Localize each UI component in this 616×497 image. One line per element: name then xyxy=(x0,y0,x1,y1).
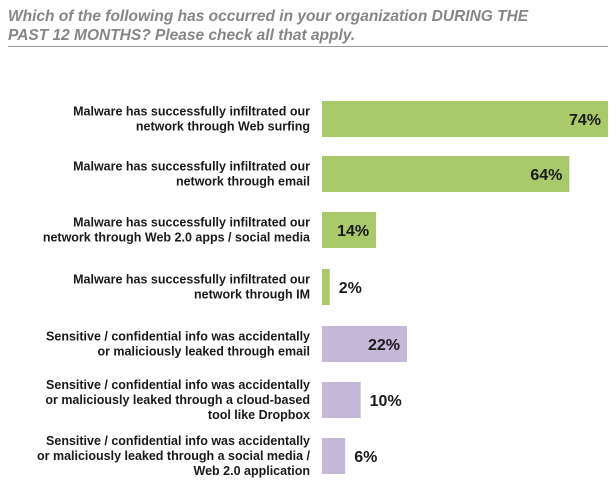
bar-6 xyxy=(322,382,361,418)
value-label-4: 2% xyxy=(339,280,362,297)
category-label-7: Sensitive / confidential info was accide… xyxy=(37,434,311,478)
chart-title: Which of the following has occurred in y… xyxy=(8,7,608,47)
category-label-3: Malware has successfully infiltrated our… xyxy=(43,216,311,245)
category-label-5: Sensitive / confidential info was accide… xyxy=(46,330,310,359)
bar-7 xyxy=(322,438,346,474)
category-label-1: Malware has successfully infiltrated our… xyxy=(73,105,310,134)
value-label-2: 64% xyxy=(530,167,562,184)
bar-4 xyxy=(322,269,330,305)
value-label-5: 22% xyxy=(368,337,400,354)
bar-2 xyxy=(322,156,570,192)
bar-5 xyxy=(322,326,408,362)
value-label-6: 10% xyxy=(370,393,402,410)
category-label-2: Malware has successfully infiltrated our… xyxy=(73,160,310,189)
category-label-4: Malware has successfully infiltrated our… xyxy=(73,273,310,302)
value-label-7: 6% xyxy=(354,449,377,466)
value-label-3: 14% xyxy=(337,223,369,240)
bar-3 xyxy=(322,212,377,248)
value-label-1: 74% xyxy=(569,112,601,129)
category-label-6: Sensitive / confidential info was accide… xyxy=(45,378,310,422)
bar-1 xyxy=(322,101,608,137)
